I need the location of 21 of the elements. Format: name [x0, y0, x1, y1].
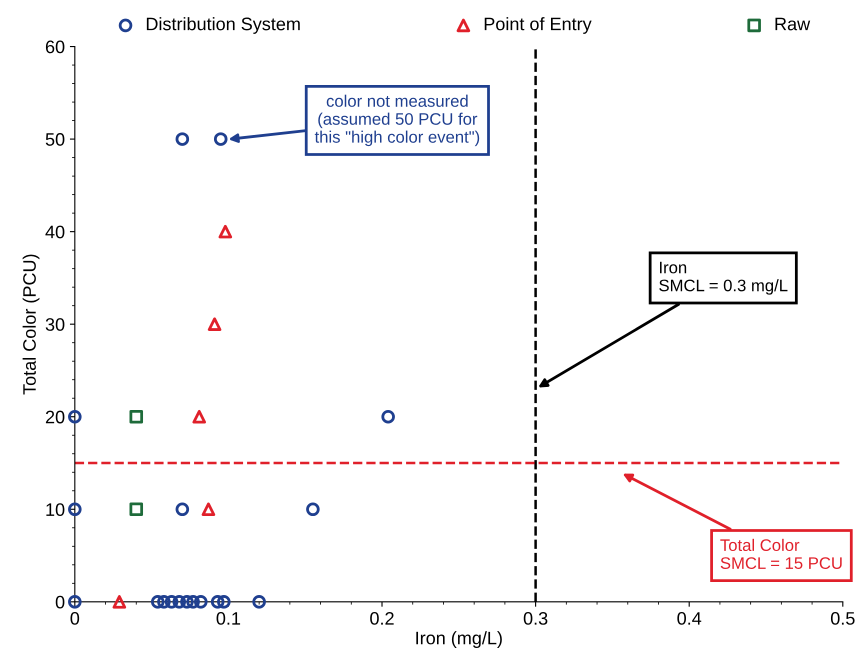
- x-axis-title: Iron (mg/L): [416, 631, 502, 648]
- x-tick-label: 0.4: [677, 612, 702, 625]
- x-tick-label: 0.1: [216, 612, 240, 625]
- legend-label: Distribution System: [146, 17, 300, 34]
- legend-label: Point of Entry: [484, 17, 592, 34]
- legend-label: Raw: [776, 18, 810, 30]
- x-tick-label: 0.3: [524, 612, 548, 625]
- x-tick-label: 0.5: [830, 612, 855, 625]
- y-tick-label: 40: [45, 226, 64, 238]
- ref-line-label: Total Color SMCL = 15 PCU: [720, 538, 842, 569]
- y-tick-label: 60: [46, 40, 64, 54]
- y-tick-label: 20: [46, 410, 64, 424]
- x-tick-label: 0.2: [370, 612, 394, 625]
- y-tick-label: 30: [46, 318, 64, 331]
- ref-line-label: Iron SMCL = 0.3 mg/L: [659, 262, 788, 295]
- annotation: color not measured (assumed 50 PCU for this "high color event"): [314, 94, 480, 146]
- y-axis-title: Total Color (PCU): [22, 254, 40, 395]
- y-tick-label: 0: [56, 596, 64, 609]
- y-tick-label: 50: [46, 133, 64, 146]
- x-tick-label: 0: [70, 612, 80, 625]
- y-tick-label: 10: [46, 503, 64, 516]
